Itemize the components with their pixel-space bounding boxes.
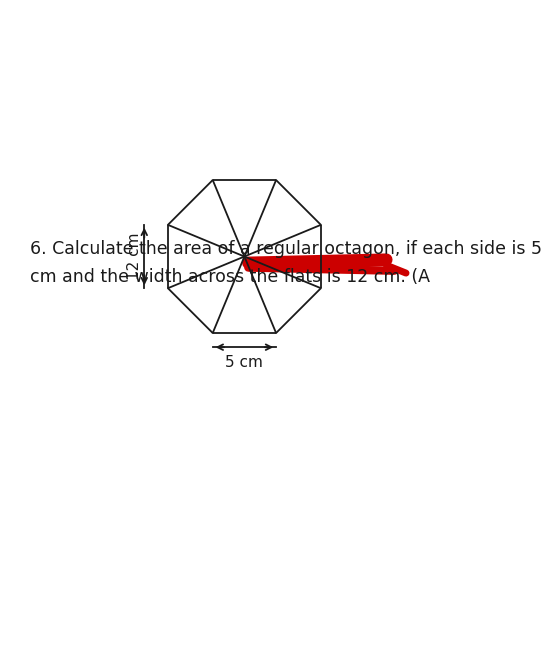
Text: 6. Calculate the area of a regular octagon, if each side is 5: 6. Calculate the area of a regular octag… [30, 240, 542, 258]
Text: 12 cm: 12 cm [127, 233, 142, 280]
Text: 5 cm: 5 cm [226, 355, 263, 370]
Text: cm and the width across the flats is 12 cm. (A: cm and the width across the flats is 12 … [30, 268, 430, 286]
